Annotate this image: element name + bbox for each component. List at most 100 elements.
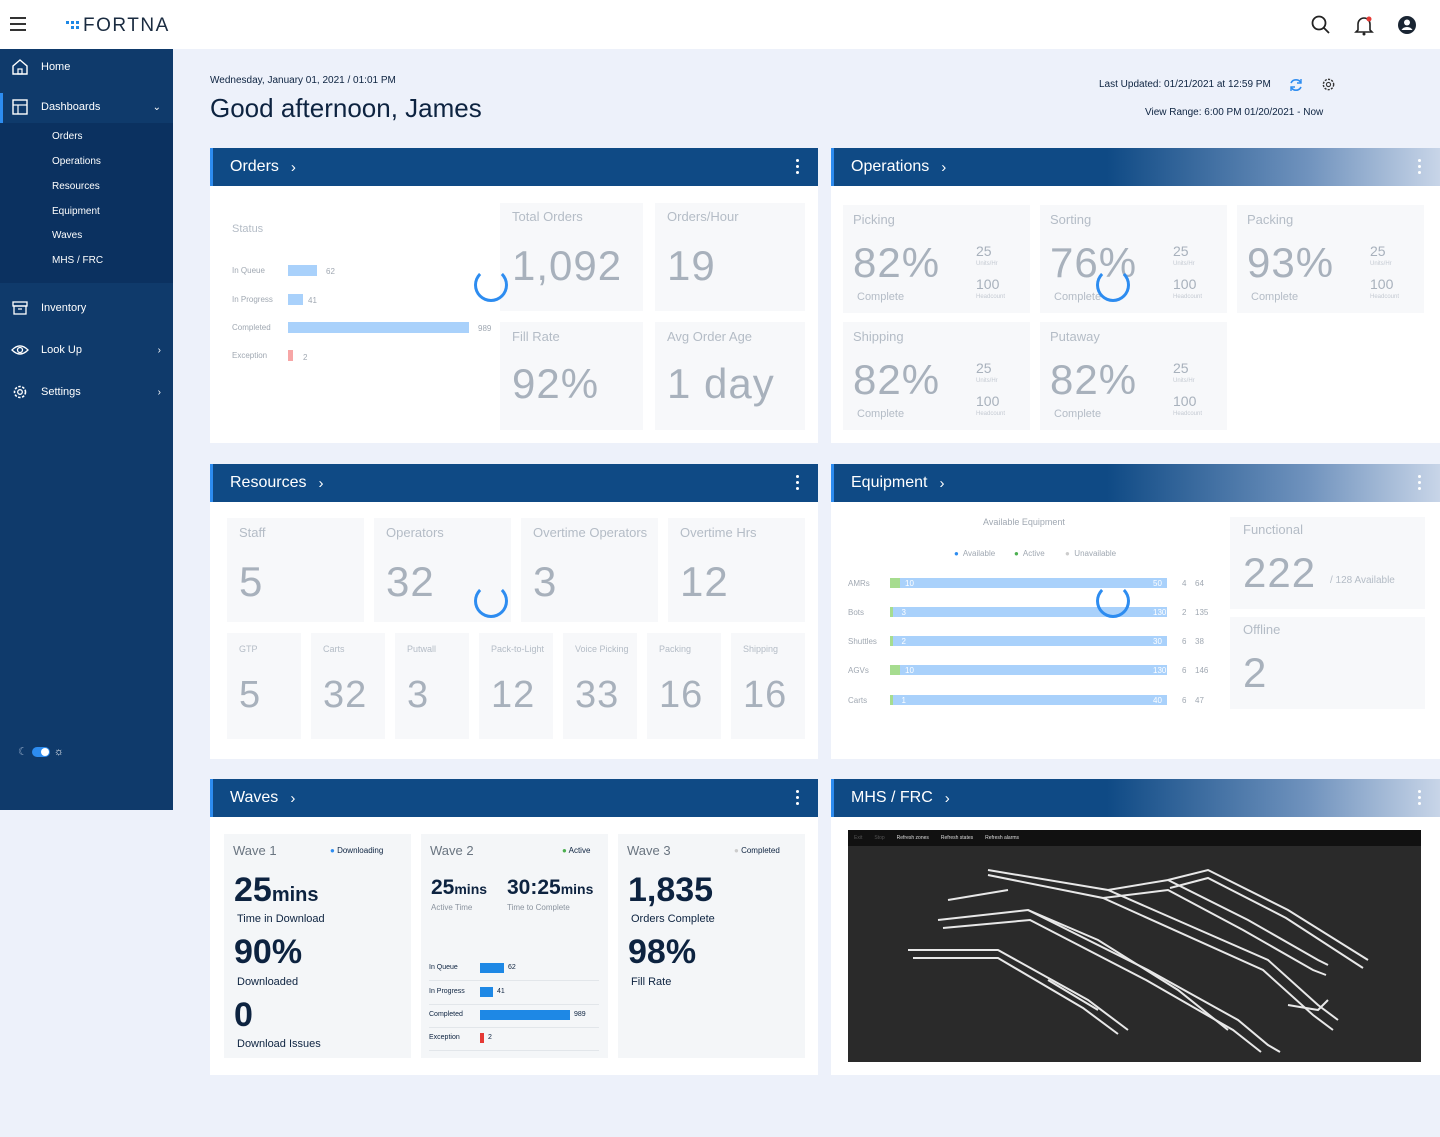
op-card-3[interactable] [843, 322, 1030, 430]
equipment-chart-title: Available Equipment [983, 517, 1065, 527]
refresh-icon[interactable] [1288, 77, 1304, 93]
wave1-card[interactable] [224, 834, 411, 1058]
res-label-small: Packing [659, 643, 692, 654]
more-icon[interactable] [1418, 159, 1422, 175]
menu-icon[interactable] [10, 17, 26, 31]
res-label: Operators [386, 525, 444, 540]
more-icon[interactable] [1418, 475, 1422, 491]
offline-value: 2 [1243, 649, 1268, 696]
mhs-frc-header[interactable]: MHS / FRC › [831, 779, 1440, 817]
legend-unavailable: ● Unavailable [1065, 549, 1117, 558]
nav-sub-mhs-frc[interactable]: MHS / FRC [52, 255, 104, 266]
resources-title: Resources [230, 474, 307, 491]
nav-sub-equipment[interactable]: Equipment [52, 206, 100, 217]
chevron-right-icon: › [944, 789, 950, 807]
wave3-fill-value: 98% [628, 933, 697, 971]
eq-bar-available [890, 695, 893, 705]
eq-available-value: 1 [901, 696, 906, 705]
res-value: 5 [239, 558, 264, 605]
op-headcount: 100 [1173, 276, 1197, 292]
search-icon[interactable] [1310, 14, 1332, 36]
divider [429, 980, 599, 981]
eq-active-value: 130 [1153, 666, 1167, 675]
mhs-toolbar: Exit Stop Refresh zones Refresh states R… [848, 830, 1421, 846]
status-bar-completed [288, 322, 469, 333]
op-name: Shipping [853, 329, 904, 344]
account-icon[interactable] [1396, 14, 1418, 36]
wave1-time: 25mins [234, 871, 319, 910]
nav-inventory[interactable]: Inventory [0, 290, 173, 326]
mhs-tab-refresh-alarms[interactable]: Refresh alarms [985, 835, 1020, 841]
nav-sub-resources[interactable]: Resources [52, 181, 100, 192]
notification-bell-icon[interactable] [1353, 14, 1375, 36]
op-card-4[interactable] [1040, 322, 1227, 430]
mhs-3d-view[interactable]: Exit Stop Refresh zones Refresh states R… [848, 830, 1421, 1062]
wave2-status: ● Active [562, 846, 591, 855]
w2-bar-value: 2 [488, 1034, 492, 1041]
eq-total-value: 47 [1195, 696, 1204, 705]
waves-header[interactable]: Waves › [210, 779, 818, 817]
nav-home[interactable]: Home [0, 49, 173, 85]
op-rate-label: Units/Hr [976, 378, 998, 384]
more-icon[interactable] [796, 790, 800, 806]
op-headcount: 100 [1173, 393, 1197, 409]
res-card-small [563, 633, 637, 739]
wave2-card[interactable] [421, 834, 608, 1058]
status-value-exception: 2 [303, 353, 308, 362]
functional-label: Functional [1243, 522, 1303, 537]
mhs-tab-stop[interactable]: Stop [874, 835, 885, 841]
nav-dashboards[interactable]: Dashboards ⌄ [0, 89, 173, 125]
op-card-1[interactable] [1040, 205, 1227, 313]
moon-icon: ☾ [18, 746, 28, 758]
op-rate: 25 [1370, 243, 1386, 259]
mhs-tab-exit[interactable]: Exit [854, 835, 863, 841]
toggle-switch[interactable] [31, 746, 50, 757]
w2-bar [480, 1033, 484, 1043]
orders-hour-label: Orders/Hour [667, 209, 739, 224]
fill-rate-label: Fill Rate [512, 329, 560, 344]
op-card-2[interactable] [1237, 205, 1424, 313]
settings-gear-icon[interactable] [1321, 77, 1336, 92]
chevron-right-icon: › [157, 386, 161, 398]
wave1-status: ● Downloading [330, 846, 384, 855]
fill-rate-card [500, 322, 643, 430]
op-pct: 93% [1247, 239, 1335, 286]
wave3-card[interactable] [618, 834, 805, 1058]
equipment-header[interactable]: Equipment › [831, 464, 1440, 502]
chevron-right-icon: › [290, 158, 296, 176]
res-card [227, 518, 364, 622]
eye-icon [11, 345, 29, 355]
nav-lookup[interactable]: Look Up › [0, 332, 173, 368]
eq-total-value: 146 [1195, 666, 1209, 675]
wave2-complete-value: 30:25 [507, 876, 561, 899]
wave1-issues-label: Download Issues [237, 1038, 321, 1050]
nav-sub-orders[interactable]: Orders [52, 131, 83, 142]
eq-unavailable-value: 6 [1182, 666, 1187, 675]
theme-toggle[interactable]: ☾ ☼ [18, 745, 64, 759]
more-icon[interactable] [796, 159, 800, 175]
op-card-0[interactable] [843, 205, 1030, 313]
operations-title: Operations [851, 158, 930, 175]
legend-available: ● Available [954, 549, 996, 558]
mhs-tab-refresh-states[interactable]: Refresh states [940, 835, 974, 841]
wave1-downloaded-value: 90% [234, 933, 303, 971]
more-icon[interactable] [796, 475, 800, 491]
eq-active-value: 50 [1153, 579, 1162, 588]
chevron-down-icon: ⌄ [152, 101, 161, 113]
mhs-tab-refresh-zones[interactable]: Refresh zones [896, 835, 929, 841]
nav-sub-operations[interactable]: Operations [52, 156, 101, 167]
nav-settings[interactable]: Settings › [0, 374, 173, 410]
wave1-name: Wave 1 [233, 843, 277, 858]
status-bar-progress [288, 294, 303, 305]
resources-header[interactable]: Resources › [210, 464, 818, 502]
orders-header[interactable]: Orders › [210, 148, 818, 186]
status-label-queue: In Queue [232, 266, 265, 275]
nav-sub-waves[interactable]: Waves [52, 230, 83, 241]
op-rate: 25 [1173, 243, 1189, 259]
w2-bar [480, 1010, 570, 1020]
w2-bar [480, 963, 504, 973]
divider [429, 1050, 599, 1051]
more-icon[interactable] [1418, 790, 1422, 806]
operations-header[interactable]: Operations › [831, 148, 1440, 186]
loading-spinner [474, 584, 508, 618]
